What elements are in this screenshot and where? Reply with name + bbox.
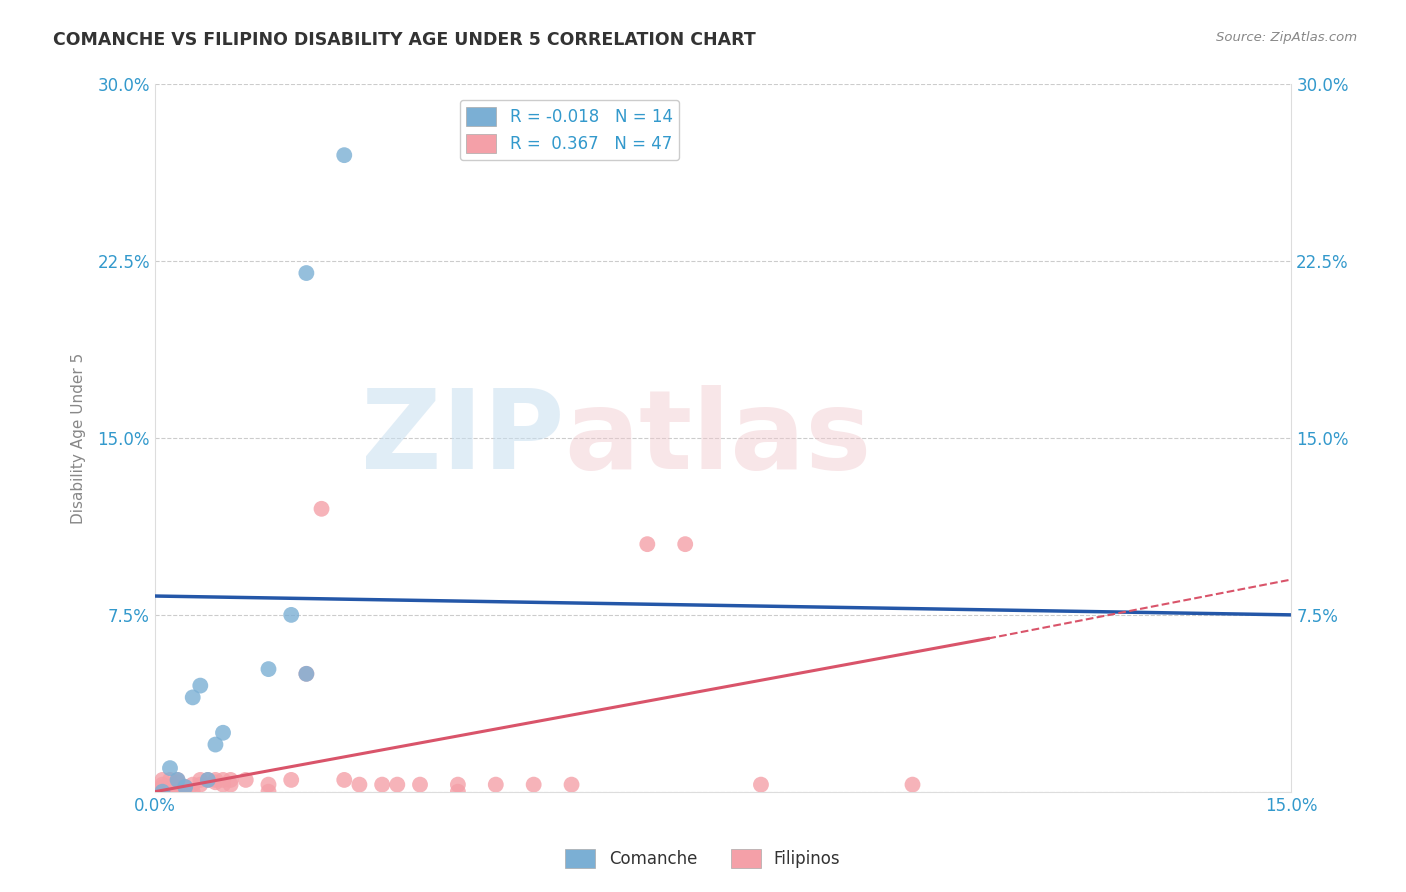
Point (188, 679, 211, 693)
Point (257, 785, 280, 799)
Point (197, 772, 219, 787)
Point (166, 772, 188, 787)
Text: atlas: atlas (564, 384, 872, 491)
Point (212, 778, 235, 792)
Point (311, 501, 333, 516)
Point (295, 666, 318, 681)
Point (152, 780, 174, 794)
Legend: R = -0.018   N = 14, R =  0.367   N = 47: R = -0.018 N = 14, R = 0.367 N = 47 (460, 100, 679, 160)
Point (333, 772, 356, 787)
Point (219, 778, 242, 792)
Point (143, 785, 166, 799)
Point (447, 785, 470, 799)
Point (219, 772, 242, 787)
Point (295, 266, 318, 280)
Point (166, 775, 188, 789)
Point (749, 778, 772, 792)
Point (235, 772, 257, 787)
Point (152, 785, 174, 799)
Point (280, 772, 302, 787)
Point (295, 666, 318, 681)
Point (181, 690, 204, 705)
Y-axis label: Disability Age Under 5: Disability Age Under 5 (72, 352, 86, 524)
Point (152, 785, 174, 799)
Point (636, 537, 658, 551)
Point (166, 772, 188, 787)
Point (166, 785, 188, 799)
Text: COMANCHE VS FILIPINO DISABILITY AGE UNDER 5 CORRELATION CHART: COMANCHE VS FILIPINO DISABILITY AGE UNDE… (53, 31, 756, 49)
Text: Source: ZipAtlas.com: Source: ZipAtlas.com (1216, 31, 1357, 45)
Point (143, 785, 166, 799)
Point (204, 738, 226, 752)
Point (204, 775, 226, 789)
Point (561, 778, 583, 792)
Point (673, 537, 696, 551)
Point (166, 780, 188, 794)
Point (333, 148, 356, 162)
Point (257, 662, 280, 676)
Text: ZIP: ZIP (360, 384, 564, 491)
Point (152, 772, 174, 787)
Point (204, 772, 226, 787)
Point (159, 785, 181, 799)
Point (188, 772, 211, 787)
Point (188, 778, 211, 792)
Point (212, 772, 235, 787)
Legend: Comanche, Filipinos: Comanche, Filipinos (558, 842, 848, 875)
Point (371, 778, 394, 792)
Point (174, 785, 197, 799)
Point (349, 778, 371, 792)
Point (901, 778, 924, 792)
Point (152, 785, 174, 799)
Point (523, 778, 546, 792)
Point (485, 778, 508, 792)
Point (174, 780, 197, 794)
Point (181, 785, 204, 799)
Point (387, 778, 409, 792)
Point (280, 607, 302, 622)
Point (257, 778, 280, 792)
Point (174, 780, 197, 794)
Point (447, 778, 470, 792)
Point (212, 725, 235, 739)
Point (197, 772, 219, 787)
Point (159, 780, 181, 794)
Point (181, 778, 204, 792)
Point (159, 761, 181, 775)
Point (409, 778, 432, 792)
Point (152, 778, 174, 792)
Point (159, 772, 181, 787)
